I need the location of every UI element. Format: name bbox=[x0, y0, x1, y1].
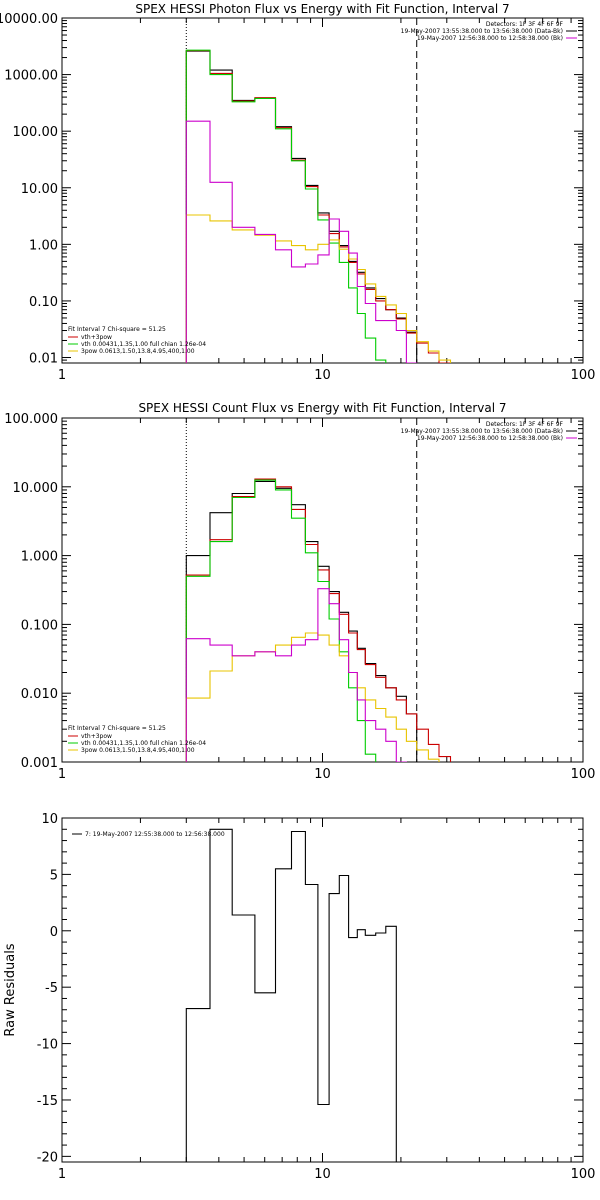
y-tick-label: 0.001 bbox=[21, 756, 58, 771]
legend-top-line: 19-May-2007 12:56:38.000 to 12:58:38.000… bbox=[417, 35, 563, 42]
x-tick-label: 1 bbox=[58, 368, 66, 383]
legend-top-line: Detectors: 1F 3F 4F 6F 9F bbox=[486, 21, 564, 28]
legend-top-line: 19-May-2007 12:56:38.000 to 12:58:38.000… bbox=[417, 435, 563, 442]
y-tick-label: 1.000 bbox=[21, 550, 58, 565]
y-tick-label: -20 bbox=[37, 1150, 58, 1165]
y-tick-label: -10 bbox=[37, 1038, 58, 1053]
legend-entry-label: vth+3pow bbox=[81, 733, 112, 740]
y-tick-label: 0.10 bbox=[29, 295, 58, 310]
y-tick-label: 5 bbox=[50, 868, 58, 883]
chart-panel-1: SPEX HESSI Photon Flux vs Energy with Fi… bbox=[0, 2, 595, 383]
y-tick-label: 0.100 bbox=[21, 618, 58, 633]
series-line-4 bbox=[185, 214, 452, 363]
legend-top-line: 19-May-2007 13:55:38.000 to 13:56:38.000… bbox=[401, 28, 563, 35]
legend-entry-label: 3pow 0.0613,1.50,13.8,4.95,400,1.00 bbox=[81, 747, 195, 754]
series-line-5 bbox=[185, 120, 418, 363]
chart-title: SPEX HESSI Photon Flux vs Energy with Fi… bbox=[135, 2, 509, 16]
series-line-4 bbox=[185, 632, 440, 762]
chart-panel-2: SPEX HESSI Count Flux vs Energy with Fit… bbox=[4, 401, 595, 782]
x-tick-label: 100 bbox=[571, 767, 596, 782]
y-tick-label: 10.00 bbox=[21, 182, 58, 197]
x-tick-label: 1 bbox=[58, 1167, 66, 1182]
x-tick-label: 100 bbox=[571, 1167, 596, 1182]
plot-frame bbox=[61, 817, 584, 1163]
y-tick-label: 0.01 bbox=[29, 352, 58, 367]
legend-top-line: 19-May-2007 13:55:38.000 to 13:56:38.000… bbox=[401, 428, 563, 435]
y-tick-label: 10.000 bbox=[13, 481, 59, 496]
x-tick-label: 10 bbox=[314, 368, 331, 383]
legend-entry-label: vth 0.00431,1.35,1.00 full chian 1.26e-0… bbox=[81, 740, 206, 747]
series-line-3 bbox=[185, 49, 387, 363]
chart-panel-3: 1 10 100 -20 -15 -10 -5 0 5 10 Raw Residuals 7: 19-… bbox=[3, 812, 595, 1182]
x-tick-label: 10 bbox=[314, 767, 331, 782]
series-line-1 bbox=[185, 828, 397, 1162]
x-tick-label: 100 bbox=[571, 368, 596, 383]
y-tick-label: 1.00 bbox=[29, 238, 58, 253]
y-tick-label: 10 bbox=[41, 812, 58, 827]
legend-top-line: Detectors: 1F 3F 4F 6F 9F bbox=[486, 421, 564, 428]
legend-entry-label: vth 0.00431,1.35,1.00 full chian 1.26e-0… bbox=[81, 341, 206, 348]
plot-frame bbox=[61, 417, 584, 763]
series-line-1 bbox=[185, 50, 418, 363]
chart-title: SPEX HESSI Count Flux vs Energy with Fit… bbox=[138, 401, 506, 415]
legend-entry-label: vth+3pow bbox=[81, 334, 112, 341]
legend-entry-label: 3pow 0.0613,1.50,13.8,4.95,400,1.00 bbox=[81, 348, 195, 355]
legend-bottom-header: Fit Interval 7 Chi-square = 51.25 bbox=[68, 326, 166, 333]
y-axis-label: Raw Residuals bbox=[3, 943, 18, 1036]
legend-bottom-header: Fit Interval 7 Chi-square = 51.25 bbox=[68, 725, 166, 732]
y-tick-label: 1000.00 bbox=[4, 69, 58, 84]
y-tick-label: 0.010 bbox=[21, 687, 58, 702]
y-tick-label: 0 bbox=[50, 925, 58, 940]
series-line-3 bbox=[185, 479, 377, 762]
plot-frame bbox=[61, 17, 584, 364]
series-line-5 bbox=[185, 588, 407, 762]
y-tick-label: 10000.00 bbox=[0, 12, 58, 27]
y-tick-label: -5 bbox=[45, 981, 58, 996]
y-tick-label: 100.000 bbox=[4, 412, 58, 427]
legend-label: 7: 19-May-2007 12:55:38.000 to 12:56:38.… bbox=[85, 831, 225, 838]
series-line-1 bbox=[185, 480, 418, 762]
y-tick-label: 100.00 bbox=[13, 125, 59, 140]
y-tick-label: -15 bbox=[37, 1094, 58, 1109]
x-tick-label: 10 bbox=[314, 1167, 331, 1182]
x-tick-label: 1 bbox=[58, 767, 66, 782]
